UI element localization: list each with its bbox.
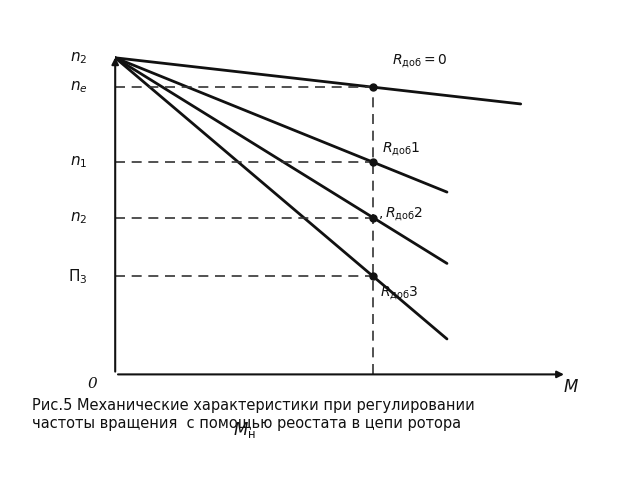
Text: $n_1$: $n_1$	[70, 155, 88, 170]
Text: $\Pi_3$: $\Pi_3$	[68, 267, 88, 286]
Text: $R_{\rm доб}=0$: $R_{\rm доб}=0$	[392, 52, 447, 70]
Text: 0: 0	[87, 377, 97, 391]
Text: $\,R_{\rm доб}3$: $\,R_{\rm доб}3$	[378, 284, 419, 301]
Text: $n_2$: $n_2$	[70, 210, 88, 226]
Text: $R_{\rm доб}1$: $R_{\rm доб}1$	[383, 140, 420, 158]
Text: $n_e$: $n_e$	[70, 79, 88, 95]
Text: $,R_{\rm доб}2$: $,R_{\rm доб}2$	[378, 205, 423, 223]
Text: Рис.5 Механические характеристики при регулировании
частоты вращения  с помощью : Рис.5 Механические характеристики при ре…	[32, 398, 475, 431]
Text: $n_2$: $n_2$	[70, 50, 88, 66]
Text: $M$: $M$	[563, 379, 579, 396]
Text: $M_{\rm н}$: $M_{\rm н}$	[233, 420, 255, 440]
